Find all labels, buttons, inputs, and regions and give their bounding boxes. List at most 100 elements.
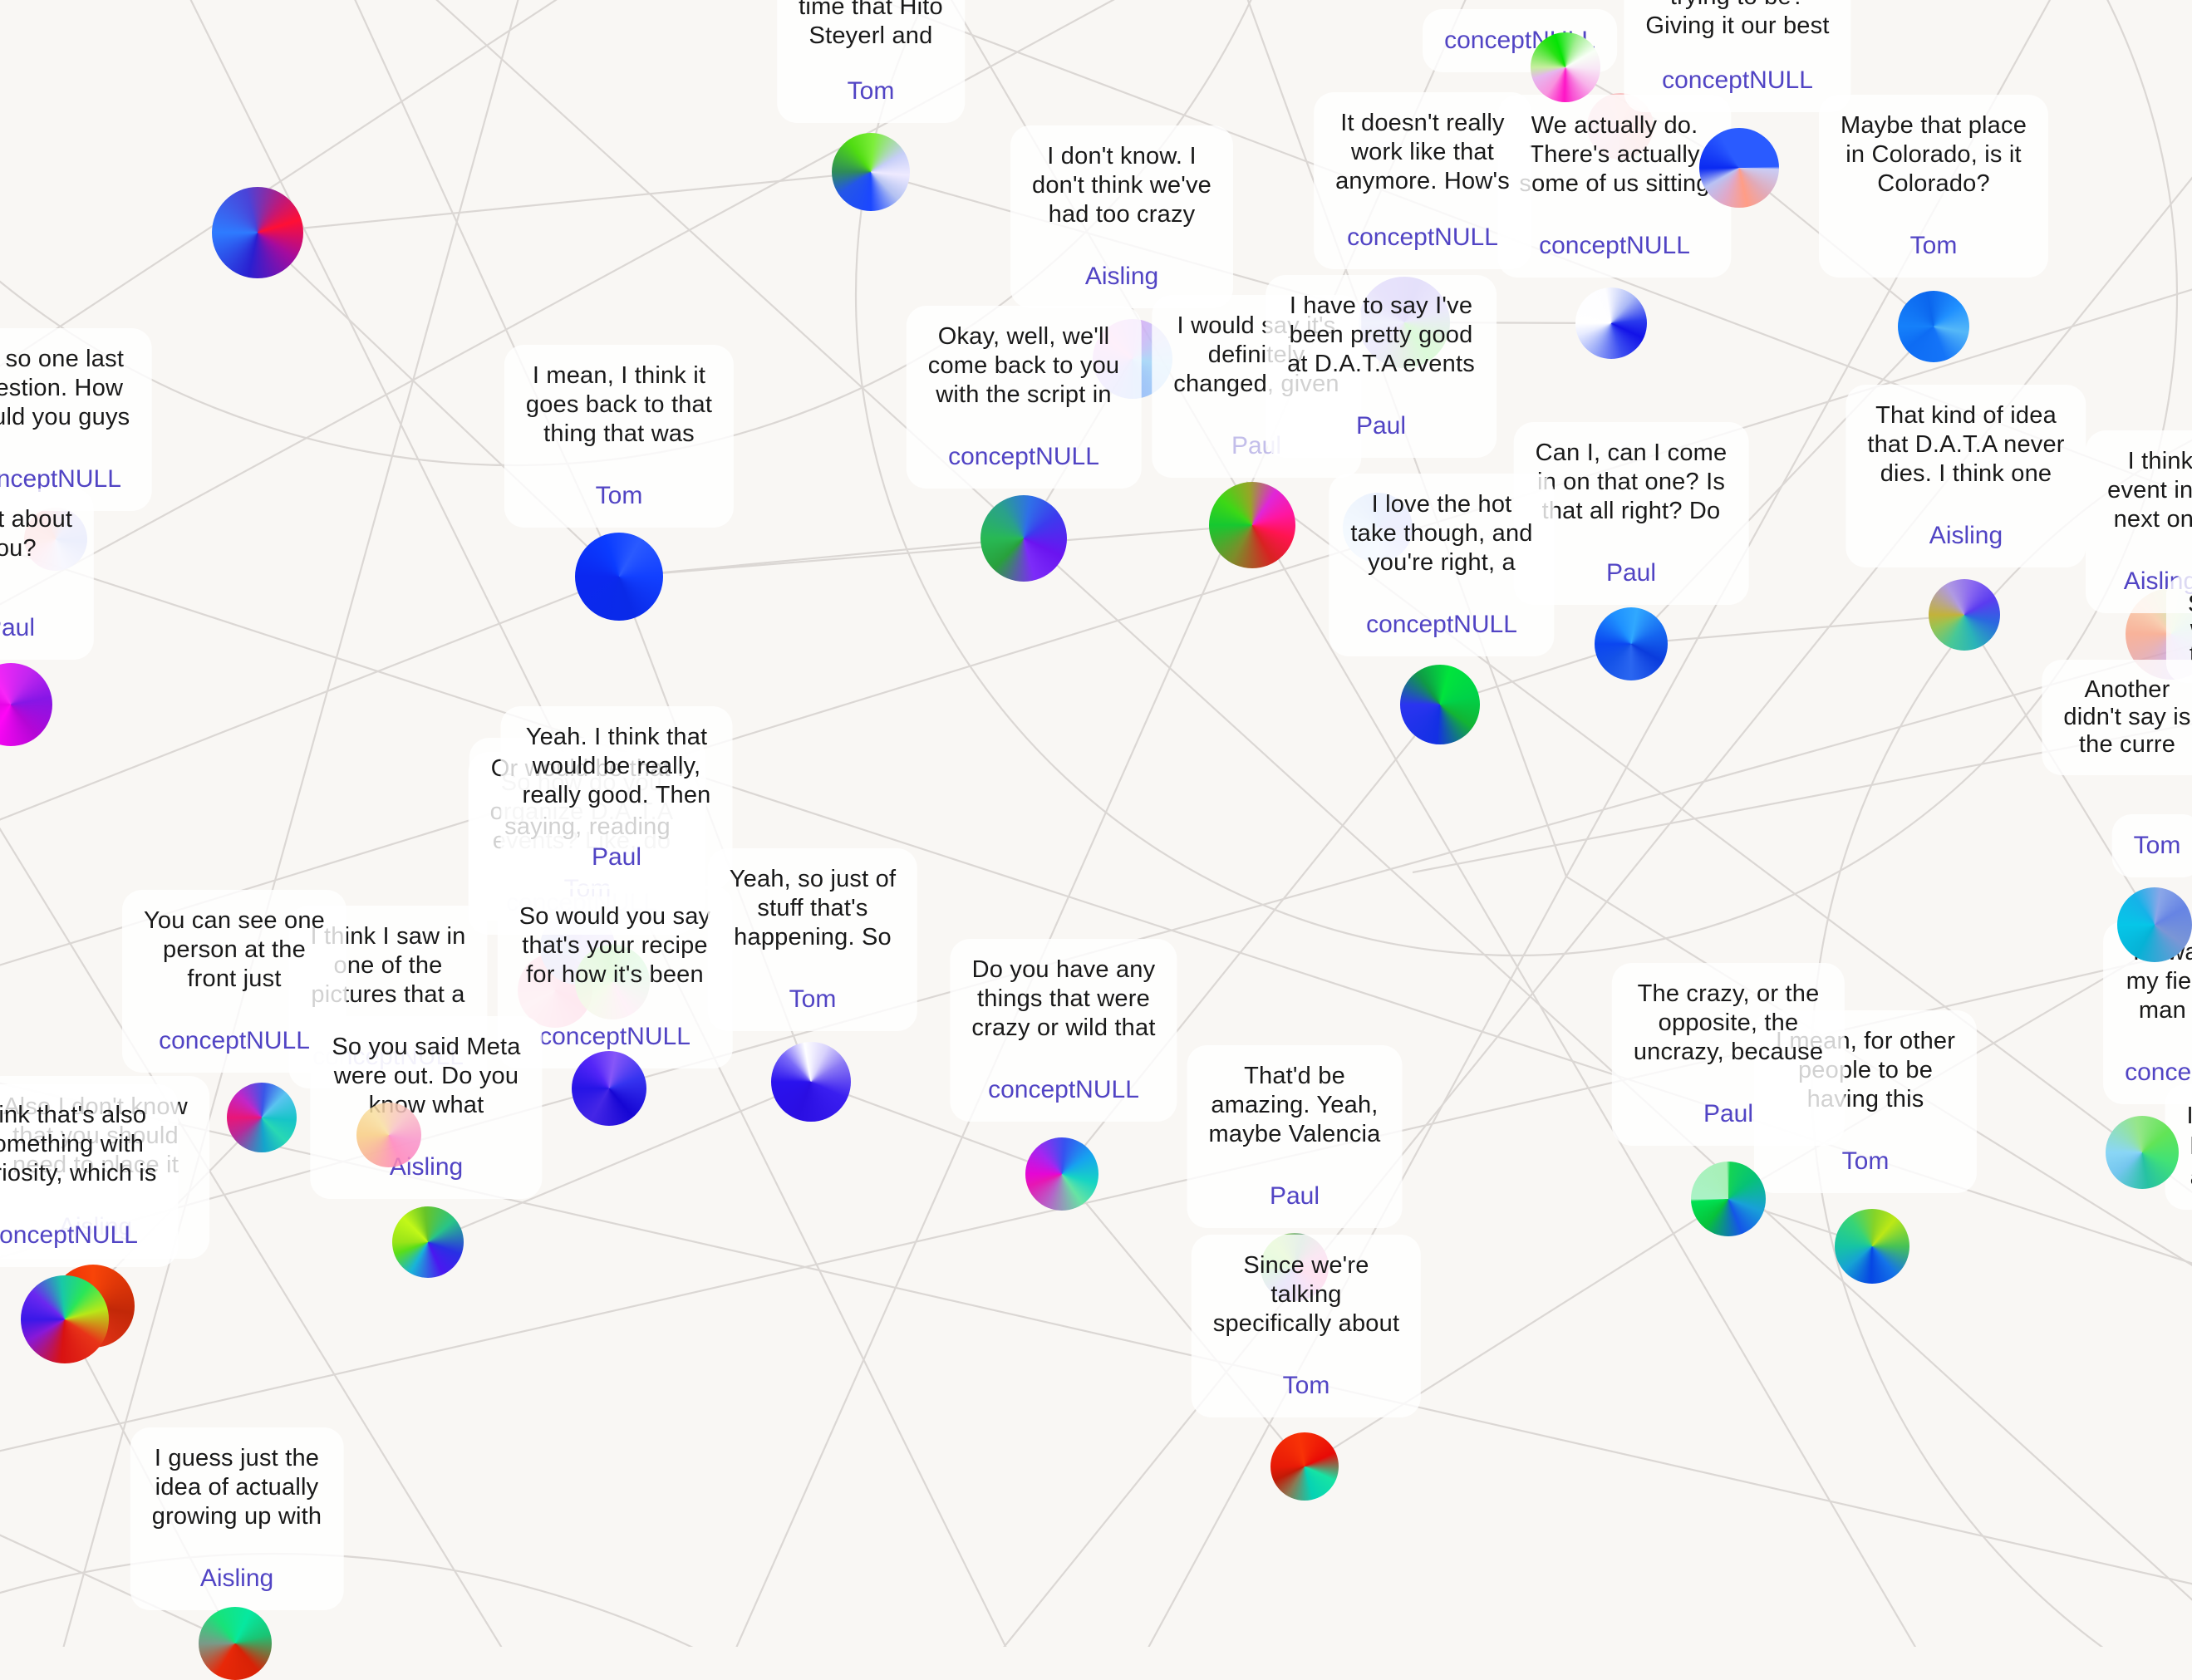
speaker-label: conceptNULL — [1539, 232, 1690, 259]
utterance-card-think-also[interactable]: think that's alsosomething withcuriosity… — [0, 1083, 179, 1267]
quote-line: with the script in — [936, 381, 1112, 408]
quote-line: in Colorado, is it — [1846, 140, 2022, 168]
concept-node-you-can-see-node[interactable] — [227, 1083, 297, 1152]
concept-node-since-red-node[interactable] — [1270, 1432, 1339, 1501]
speaker-label: Paul — [1269, 1182, 1320, 1210]
quote-line: my field in Ch — [2126, 967, 2192, 995]
quote-line: don't think we've — [1032, 171, 1211, 199]
concept-node-hito-node[interactable] — [832, 133, 910, 211]
quote-line: really good. Then — [522, 781, 711, 808]
quote-line: take though, and — [1350, 519, 1533, 547]
utterance-card-crazy-opposite[interactable]: The crazy, or the opposite, the uncrazy, b… — [1611, 962, 1846, 1146]
utterance-card-said-meta[interactable]: So you said Meta were out. Do you know wha… — [310, 1015, 543, 1199]
quote-line: You can see one — [143, 906, 326, 934]
speaker-label: conceptNULL — [159, 1027, 310, 1054]
quote-line: were out. Do you — [333, 1062, 519, 1089]
quote-line: to D — [2188, 641, 2192, 666]
quote-line: We actually do. — [1531, 111, 1698, 139]
speaker-label: Tom — [789, 985, 837, 1013]
quote-line: Okay, well, we'll — [937, 322, 1110, 350]
concept-node-white-blue-node[interactable] — [1575, 287, 1647, 359]
concept-node-other-people-node[interactable] — [1835, 1209, 1909, 1284]
quote-line: you? — [0, 534, 37, 562]
utterance-card-data-events[interactable]: I have to say I've been pretty good at D.A… — [1266, 274, 1497, 458]
utterance-card-ok-one-last[interactable]: Ok so one lastquestion. Howwould you guy… — [0, 327, 152, 511]
concept-node-never-dies-node[interactable] — [1929, 579, 2000, 651]
quote-line: person at the — [163, 936, 306, 963]
utterance-card-maybe-colorado[interactable]: Maybe that place in Colorado, is it Colora… — [1818, 94, 2049, 278]
card-spacer — [2107, 534, 2108, 567]
concept-node-yeah-so-just-node[interactable] — [771, 1042, 851, 1122]
concept-node-cyan-green-node[interactable] — [2106, 1116, 2179, 1189]
utterance-card-guess-growing[interactable]: I guess just the idea of actually growing … — [130, 1427, 344, 1610]
concept-node-colorado-node[interactable] — [1898, 291, 1969, 362]
concept-node-we-actually-node[interactable] — [1699, 128, 1779, 208]
concept-node-growing-node[interactable] — [199, 1607, 272, 1680]
quote-line: that all right? Do — [1541, 497, 1721, 524]
quote-line: been pretty good — [1289, 321, 1473, 348]
concept-node-can-i-node[interactable] — [1595, 607, 1668, 680]
concept-node-do-you-have-node[interactable] — [1025, 1137, 1098, 1211]
quote-line: next one — [2113, 505, 2192, 533]
quote-line: crazy or wild that — [971, 1014, 1156, 1041]
utterance-card-tom-right-edge[interactable]: Tom — [2111, 814, 2192, 877]
utterance-card-data-never-dies[interactable]: That kind of idea that D.A.T.A never dies.… — [1846, 384, 2086, 567]
utterance-card-love-hot-take[interactable]: I love the hot take though, and you're rig… — [1329, 473, 1555, 656]
quote-line: I guess just the — [154, 1444, 320, 1471]
quote-line: didn't say is — [2063, 703, 2191, 730]
concept-node-paul-no-idea-node[interactable] — [212, 187, 303, 278]
quote-line: question. How — [0, 374, 124, 401]
utterance-card-what-about[interactable]: What aboutyou? Paul — [0, 488, 95, 660]
concept-node-crazy-opposite-node[interactable] — [1691, 1162, 1766, 1236]
speaker-label: Tom — [847, 77, 895, 105]
utterance-card-trying-best[interactable]: trying to be?Giving it our best conceptNU… — [1624, 0, 1851, 112]
quote-line: So you said Meta — [332, 1033, 521, 1060]
quote-line: Another — [2084, 675, 2170, 703]
speaker-label: Tom — [1909, 232, 1958, 259]
quote-line: What about — [0, 505, 73, 533]
utterance-card-you-can-see[interactable]: You can see one person at the front just co… — [121, 889, 347, 1073]
quote-line: Yeah, so just of — [729, 865, 897, 892]
concept-node-recipe-node[interactable] — [572, 1051, 646, 1126]
concept-node-tom-right-node[interactable] — [2117, 887, 2192, 962]
quote-line: Steyerl and — [808, 22, 933, 49]
quote-line: So I' — [2188, 592, 2192, 616]
utterance-card-hito-steyerl[interactable]: time that Hito Steyerl and Tom — [777, 0, 965, 123]
quote-line: an — [2186, 1162, 2192, 1193]
utterance-card-do-you-have[interactable]: Do you have any things that were crazy or … — [950, 938, 1177, 1122]
utterance-card-okay-script[interactable]: Okay, well, we'll come back to you with th… — [906, 305, 1142, 489]
concept-node-rainbow-node[interactable] — [21, 1275, 109, 1363]
quote-line: man I'll hav — [2138, 996, 2192, 1024]
speaker-label: Tom — [1282, 1372, 1330, 1399]
concept-node-said-meta-node[interactable] — [392, 1206, 464, 1278]
concept-node-goes-back-node[interactable] — [575, 533, 663, 621]
concept-node-changed-node[interactable] — [1209, 482, 1295, 568]
concept-node-hot-take-node[interactable] — [1400, 665, 1480, 744]
utterance-card-goes-back[interactable]: I mean, I think it goes back to that thing… — [504, 344, 735, 528]
quote-line: goes back to that — [525, 391, 713, 418]
quote-line: come back to you — [927, 351, 1120, 379]
quote-line: Since we're — [1243, 1251, 1369, 1279]
concept-node-okay-script-node[interactable] — [981, 495, 1067, 582]
utterance-card-yeah-really-good[interactable]: Yeah. I think that would be really, really… — [500, 705, 733, 889]
card-spacer — [971, 1043, 972, 1076]
utterance-card-since-talking[interactable]: Since we're talking specifically about Tom — [1191, 1234, 1422, 1417]
quote-line: maybe Valencia — [1208, 1120, 1381, 1147]
utterance-card-thatd-amazing[interactable]: That'd be amazing. Yeah, maybe Valencia Pau… — [1187, 1044, 1403, 1228]
utterance-card-frag-another[interactable]: Another didn't say is the curre — [2042, 659, 2192, 775]
quote-line: anymore. How's — [1335, 167, 1510, 194]
quote-line: would you guys — [0, 403, 130, 430]
utterance-card-we-actually[interactable]: We actually do. There's actually some of u… — [1497, 94, 1732, 278]
quote-line: stuff that's — [757, 894, 868, 921]
speaker-label: Aisling — [389, 1153, 464, 1181]
quote-line: Colorado? — [1877, 169, 1990, 197]
utterance-card-doesnt-work[interactable]: It doesn't really work like that anymore. … — [1314, 91, 1531, 269]
concept-node-pink-green-node[interactable] — [1531, 32, 1600, 102]
concept-node-saw-pictures-node[interactable] — [356, 1103, 421, 1167]
utterance-card-yeah-so-just[interactable]: Yeah, so just of stuff that's happening. S… — [707, 847, 918, 1031]
speaker-label: conceptNULL — [1662, 66, 1813, 94]
quote-line: had too crazy — [1048, 200, 1196, 228]
